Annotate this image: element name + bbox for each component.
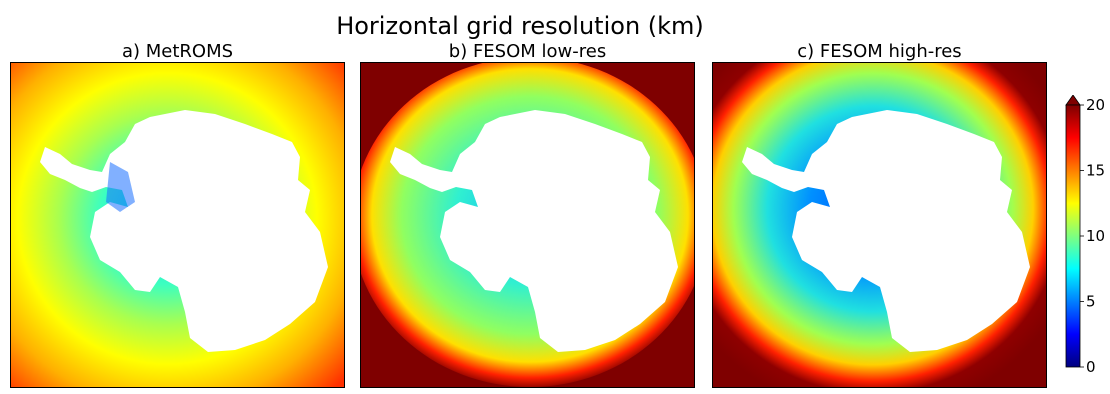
colorbar-gradient	[1065, 104, 1081, 368]
panel-a-map	[10, 62, 345, 388]
antarctica-land	[390, 110, 678, 352]
panel-b-title: b) FESOM low-res	[448, 41, 607, 62]
panel-b-map	[360, 62, 695, 388]
colorbar-tick-label: 15	[1086, 162, 1105, 180]
colorbar-extend-max	[1065, 94, 1081, 106]
colorbar: 0 5 10 15 20	[1063, 94, 1110, 376]
colorbar-tick-label: 5	[1086, 293, 1096, 311]
colorbar-tick-label: 20	[1086, 96, 1105, 114]
antarctica-land	[742, 110, 1030, 352]
peninsula-shelf	[106, 162, 135, 212]
colorbar-tick-label: 0	[1086, 358, 1096, 375]
panel-c-title: c) FESOM high-res	[797, 41, 962, 62]
figure-title: Horizontal grid resolution (km)	[336, 12, 704, 40]
panel-c-map	[712, 62, 1047, 388]
colorbar-tick-label: 10	[1086, 227, 1105, 245]
panel-a-title: a) MetROMS	[121, 41, 234, 62]
